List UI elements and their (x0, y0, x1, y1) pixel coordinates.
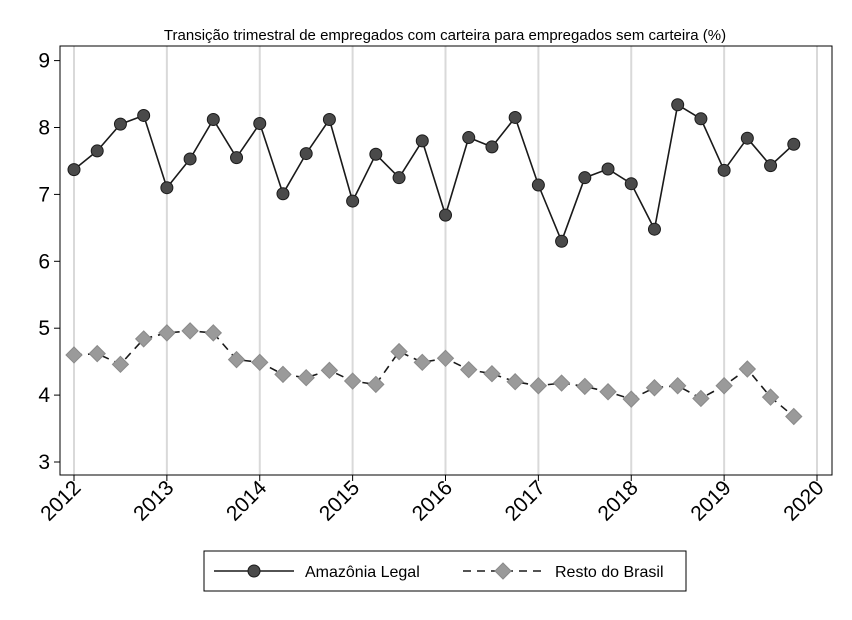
data-point (599, 383, 617, 401)
data-point (740, 131, 754, 145)
y-tick-label: 8 (38, 117, 50, 140)
data-point (415, 134, 429, 148)
data-point (227, 350, 246, 369)
y-tick-label: 6 (38, 250, 50, 273)
data-point (137, 108, 151, 122)
data-point (343, 372, 362, 390)
data-point (436, 349, 455, 368)
data-point (462, 131, 476, 145)
data-point (346, 194, 360, 208)
data-point (230, 151, 244, 165)
data-point (181, 322, 199, 340)
x-tick-label: 2018 (593, 476, 642, 525)
data-point (485, 140, 499, 154)
legend-marker-amazonia (247, 564, 261, 578)
series-resto-do-brasil (65, 322, 803, 426)
y-tick-label: 3 (38, 451, 50, 474)
data-point (134, 330, 153, 348)
data-point (322, 112, 336, 126)
data-point (692, 389, 710, 408)
data-point (483, 364, 501, 383)
data-point (206, 112, 220, 126)
legend-label-amazonia: Amazônia Legal (305, 564, 420, 581)
data-point (531, 178, 545, 192)
x-tick-label: 2014 (222, 476, 272, 526)
data-point (555, 234, 569, 248)
y-tick-label: 9 (38, 50, 50, 73)
legend: Amazônia Legal Resto do Brasil (203, 550, 687, 592)
series-amazonia-legal (67, 98, 801, 248)
data-point (297, 368, 315, 387)
data-point (67, 163, 81, 177)
data-point (413, 353, 431, 372)
data-point (158, 324, 176, 342)
data-point (253, 116, 267, 130)
data-point (299, 147, 313, 161)
series-layer (65, 98, 803, 426)
data-point (88, 344, 106, 363)
data-point (506, 373, 524, 391)
data-point (578, 171, 592, 185)
data-point (111, 355, 130, 374)
data-point (274, 365, 292, 384)
data-point (460, 360, 478, 379)
data-point (160, 181, 174, 195)
x-tick-label: 2016 (408, 476, 457, 525)
data-point (717, 163, 731, 177)
data-point (439, 208, 452, 222)
x-tick-label: 2015 (315, 476, 364, 525)
x-tick-label: 2017 (501, 476, 550, 525)
y-tick-label: 5 (38, 317, 50, 340)
grid-layer (73, 46, 818, 475)
chart-title: Transição trimestral de empregados com c… (164, 27, 726, 44)
data-point (761, 388, 780, 406)
data-point (90, 144, 104, 158)
data-point (764, 159, 778, 173)
data-point (508, 110, 522, 124)
data-point (320, 361, 339, 380)
data-point (624, 177, 638, 191)
data-point (276, 187, 290, 201)
data-point (369, 147, 383, 161)
data-point (668, 377, 687, 395)
data-point (392, 171, 406, 185)
series-line (73, 330, 795, 418)
legend-label-resto: Resto do Brasil (555, 564, 664, 581)
data-point (715, 377, 733, 395)
data-point (251, 353, 269, 372)
data-point (390, 342, 408, 361)
axes: 2012 2013 2014 2015 2016 2017 2018 2019 2020 3 4 5 6… (36, 50, 828, 526)
data-point (694, 112, 708, 126)
data-point (622, 390, 640, 408)
data-point (529, 377, 548, 395)
legend-marker-resto (494, 562, 512, 580)
data-point (183, 152, 197, 166)
x-tick-label: 2019 (686, 476, 735, 525)
x-tick-label: 2020 (779, 476, 828, 525)
data-point (65, 346, 83, 364)
data-point (647, 222, 661, 236)
data-point (787, 137, 801, 151)
data-point (738, 360, 757, 378)
data-point (671, 98, 685, 112)
x-tick-label: 2012 (36, 476, 85, 525)
data-point (367, 375, 385, 394)
x-tick-label: 2013 (129, 476, 178, 525)
series-line (73, 104, 795, 242)
data-point (552, 374, 571, 392)
y-tick-label: 4 (38, 384, 50, 407)
data-point (204, 324, 223, 342)
data-point (576, 377, 594, 396)
data-point (645, 379, 664, 397)
y-tick-label: 7 (38, 183, 50, 206)
data-point (785, 407, 803, 426)
data-point (113, 117, 127, 131)
data-point (601, 162, 615, 176)
